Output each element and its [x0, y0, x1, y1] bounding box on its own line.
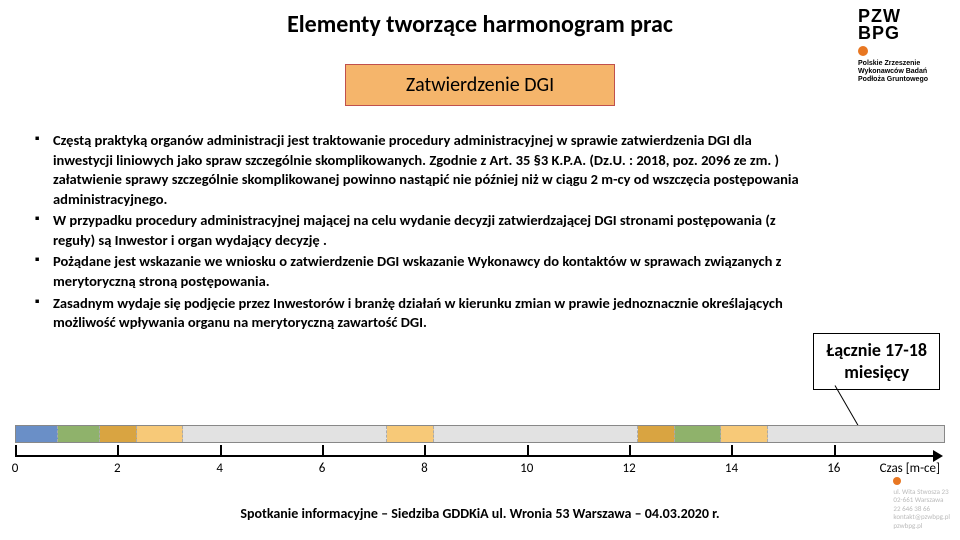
logo-line2: BPG	[858, 25, 948, 42]
timeline-segment	[638, 426, 675, 442]
axis-tick	[834, 445, 836, 457]
axis-tick-label: 16	[827, 461, 840, 476]
axis-tick	[629, 445, 631, 457]
summary-line1: Łącznie 17-18	[826, 340, 927, 362]
timeline-segment	[434, 426, 638, 442]
axis-line	[15, 455, 935, 457]
timeline-segment	[675, 426, 721, 442]
timeline-segment	[58, 426, 100, 442]
axis-tick	[527, 445, 529, 457]
bullet-item: Częstą praktyką organów administracji je…	[35, 131, 810, 209]
axis-tick	[117, 445, 119, 457]
contact-web: pzwbpg.pl	[893, 522, 950, 530]
bullet-item: Pożądane jest wskazanie we wniosku o zat…	[35, 252, 810, 291]
timeline-axis: Czas [m-ce] 0 2 4 6 8 10 12 14 16	[15, 445, 945, 480]
timeline: Czas [m-ce] 0 2 4 6 8 10 12 14 16	[15, 425, 945, 480]
content-body: Częstą praktyką organów administracji je…	[0, 131, 835, 333]
subtitle-box: Zatwierdzenie DGI	[345, 64, 615, 106]
bullet-item: Zasadnym wydaje się podjęcie przez Inwes…	[35, 294, 810, 333]
axis-tick	[322, 445, 324, 457]
timeline-segment	[183, 426, 387, 442]
bullet-item: W przypadku procedury administracyjnej m…	[35, 211, 810, 250]
timeline-segment	[768, 426, 944, 442]
axis-tick-label: 10	[520, 461, 533, 476]
axis-tick-label: 2	[114, 461, 121, 476]
logo-dot-icon	[858, 46, 868, 56]
logo: PZW BPG Polskie Zrzeszenie Wykonawców Ba…	[858, 8, 948, 83]
axis-tick-label: 0	[12, 461, 19, 476]
timeline-bar	[15, 425, 945, 443]
axis-tick	[731, 445, 733, 457]
axis-tick-label: 4	[216, 461, 223, 476]
timeline-segment	[387, 426, 433, 442]
logo-subtitle: Polskie Zrzeszenie Wykonawców Badań Podł…	[858, 60, 948, 83]
axis-tick	[424, 445, 426, 457]
axis-tick-label: 12	[623, 461, 636, 476]
timeline-segment	[100, 426, 137, 442]
axis-tick-label: 6	[319, 461, 326, 476]
footer-text: Spotkanie informacyjne – Siedziba GDDKiA…	[0, 505, 960, 522]
axis-tick	[15, 445, 17, 457]
page-title: Elementy tworzące harmonogram prac	[0, 10, 960, 39]
timeline-segment	[137, 426, 183, 442]
axis-tick-label: 8	[421, 461, 428, 476]
timeline-segment	[16, 426, 58, 442]
summary-callout: Łącznie 17-18 miesięcy	[813, 333, 940, 390]
timeline-segment	[721, 426, 767, 442]
axis-label: Czas [m-ce]	[880, 461, 940, 476]
axis-tick	[220, 445, 222, 457]
contact-dot-icon	[893, 477, 901, 485]
axis-tick-label: 14	[725, 461, 738, 476]
contact-block: ul. Wita Stwosza 23 02-661 Warszawa 22 6…	[893, 477, 950, 530]
summary-line2: miesięcy	[826, 362, 927, 384]
